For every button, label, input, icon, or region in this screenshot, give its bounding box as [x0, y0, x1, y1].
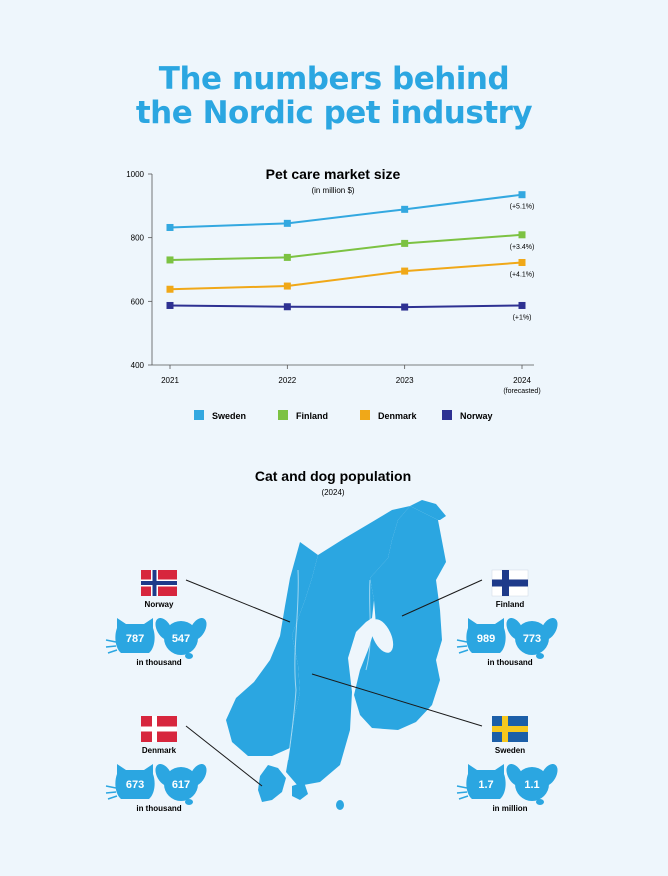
norway-connector-line [185, 579, 291, 623]
legend-swatch-norway [442, 410, 452, 420]
legend-swatch-denmark [360, 410, 370, 420]
x-tick-label: 2021 [161, 376, 179, 385]
series-line-denmark [169, 261, 523, 291]
headline: The numbers behind the Nordic pet indust… [0, 62, 668, 130]
population-title: Cat and dog population [255, 468, 411, 484]
data-point-sweden [283, 219, 291, 227]
data-point-denmark [166, 285, 174, 293]
denmark-unit: in thousand [136, 804, 181, 813]
data-point-norway [518, 301, 526, 309]
callout-finland: Finland 989 773 in thousand [456, 569, 562, 667]
x-tick-label: 2023 [396, 376, 414, 385]
sweden-label: Sweden [495, 746, 525, 755]
legend-label-finland: Finland [296, 411, 328, 421]
denmark-label: Denmark [142, 746, 177, 755]
headline-line-2: the Nordic pet industry [135, 95, 533, 131]
callout-denmark: Denmark 673 617 in thousand [105, 716, 211, 813]
denmark-flag-icon [141, 716, 177, 742]
x-tick-label: 2024 [513, 376, 531, 385]
change-label-norway: (+1%) [513, 314, 532, 321]
finland-label: Finland [496, 600, 525, 609]
scandinavia-map-icon [226, 500, 446, 810]
data-point-sweden [166, 223, 174, 231]
change-label-sweden: (+5.1%) [510, 204, 535, 211]
y-tick-label: 800 [131, 234, 145, 243]
population-map-section: Cat and dog population (2024) Norway 787… [105, 468, 562, 813]
norway-unit: in thousand [136, 658, 181, 667]
series-line-norway [169, 304, 523, 309]
population-subtitle: (2024) [321, 488, 344, 497]
callout-sweden: Sweden 1.7 1.1 in million [456, 716, 562, 813]
norway-flag-icon [141, 570, 177, 596]
series-line-finland [169, 233, 523, 261]
market-size-chart: Pet care market size (in million $) 400 6… [126, 166, 540, 421]
finland-dogs-value: 773 [523, 633, 541, 645]
data-point-finland [283, 253, 291, 261]
y-tick-label: 600 [131, 297, 145, 306]
denmark-connector-line [185, 725, 263, 787]
sweden-cats-value: 1.7 [478, 779, 493, 791]
callout-norway: Norway 787 547 in thousand [105, 570, 211, 667]
legend-label-denmark: Denmark [378, 411, 418, 421]
norway-cats-value: 787 [126, 633, 144, 645]
chart-title: Pet care market size [266, 166, 401, 182]
data-point-finland [518, 231, 526, 239]
change-label-denmark: (+4.1%) [510, 271, 535, 278]
data-point-norway [166, 301, 174, 309]
chart-subtitle: (in million $) [311, 186, 354, 195]
chart-axes: 400 600 800 1000 2021 2022 2023 2024 (forecasted… [126, 170, 540, 395]
sweden-dogs-value: 1.1 [524, 779, 539, 791]
sweden-unit: in million [492, 804, 527, 813]
chart-lines: (+5.1%) (+3.4%) (+4.1%) (+1%) [166, 191, 535, 321]
finland-unit: in thousand [487, 658, 532, 667]
data-point-norway [283, 303, 291, 311]
norway-dogs-value: 547 [172, 633, 190, 645]
data-point-sweden [401, 205, 409, 213]
data-point-denmark [401, 267, 409, 275]
change-label-finland: (+3.4%) [510, 244, 535, 251]
data-point-denmark [518, 258, 526, 266]
norway-label: Norway [145, 600, 174, 609]
finland-connector-line [401, 579, 483, 617]
finland-flag-icon [491, 569, 529, 597]
sweden-connector-line [311, 673, 483, 727]
data-point-denmark [283, 282, 291, 290]
legend-swatch-finland [278, 410, 288, 420]
data-point-finland [401, 239, 409, 247]
y-tick-label: 1000 [126, 170, 144, 179]
data-point-sweden [518, 191, 526, 199]
x-tick-sublabel: (forecasted) [503, 388, 540, 395]
data-point-norway [401, 303, 409, 311]
legend-label-norway: Norway [460, 411, 493, 421]
sweden-flag-icon [492, 716, 528, 742]
series-line-sweden [169, 193, 523, 229]
headline-line-1: The numbers behind [158, 61, 510, 97]
chart-legend: Sweden Finland Denmark Norway [194, 410, 493, 421]
denmark-dogs-value: 617 [172, 779, 190, 791]
legend-label-sweden: Sweden [212, 411, 246, 421]
y-tick-label: 400 [131, 361, 145, 370]
legend-swatch-sweden [194, 410, 204, 420]
data-point-finland [166, 256, 174, 264]
finland-cats-value: 989 [477, 633, 495, 645]
x-tick-label: 2022 [278, 376, 296, 385]
denmark-cats-value: 673 [126, 779, 144, 791]
